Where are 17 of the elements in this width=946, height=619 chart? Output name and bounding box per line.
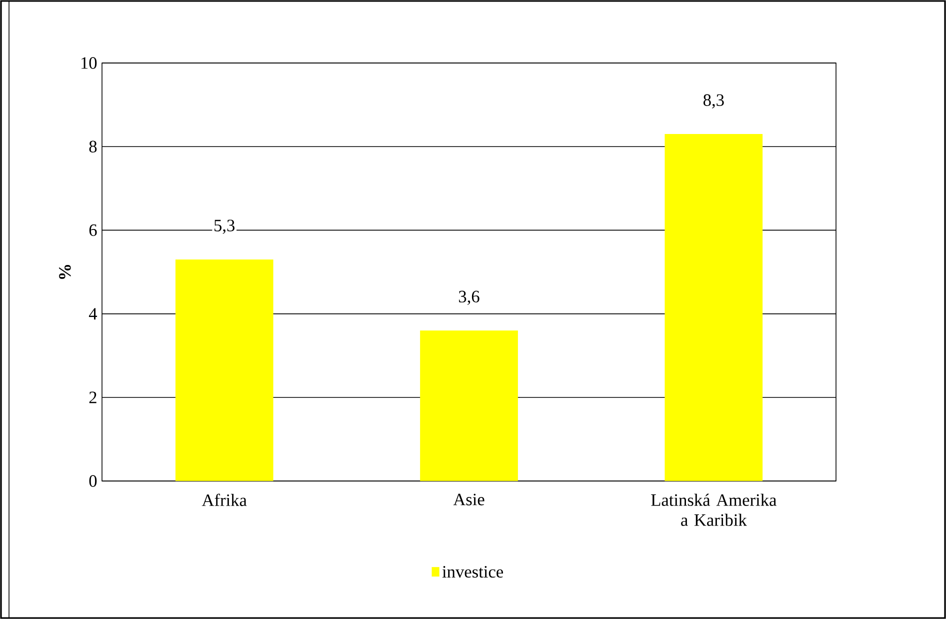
x-tick-label: Latinská Amerika a Karibik [651, 494, 777, 526]
bar [175, 259, 274, 481]
data-label: 3,6 [459, 290, 480, 305]
bar [664, 134, 763, 481]
y-tick-label: 10 [81, 57, 97, 69]
bar [420, 330, 518, 481]
y-tick-label: 0 [89, 475, 97, 487]
x-tick-label: Asie [453, 494, 484, 506]
data-label: 8,3 [704, 94, 724, 108]
y-tick-label: 8 [89, 140, 97, 152]
y-tick-label: 4 [88, 308, 98, 320]
x-tick-label: Afrika [202, 494, 247, 506]
legend-label: investice [442, 566, 504, 578]
y-tick-label: 6 [89, 224, 97, 236]
y-axis-title: % [59, 264, 71, 279]
y-tick-label: 2 [89, 392, 96, 404]
data-label: 5,3 [214, 220, 234, 234]
